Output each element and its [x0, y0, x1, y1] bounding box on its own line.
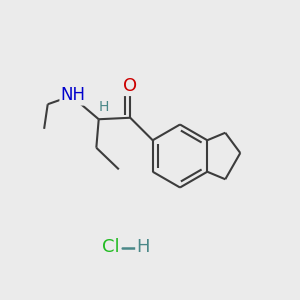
Text: Cl: Cl — [102, 238, 120, 256]
Text: H: H — [137, 238, 150, 256]
Text: O: O — [123, 77, 137, 95]
Text: NH: NH — [61, 86, 86, 104]
Text: H: H — [99, 100, 109, 114]
